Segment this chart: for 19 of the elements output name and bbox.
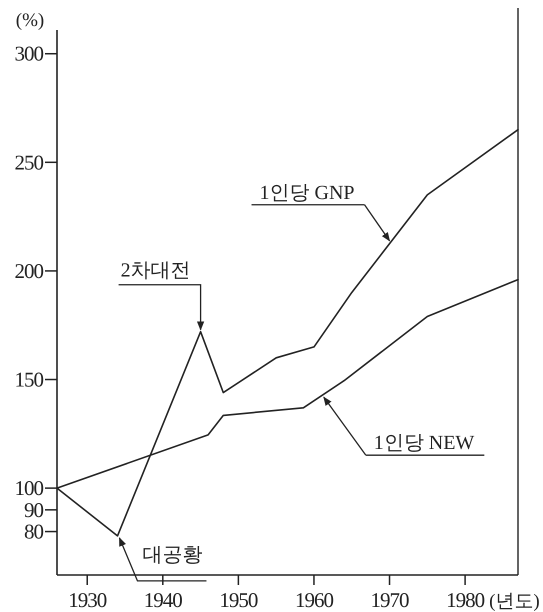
y-tick-label: 100 xyxy=(14,476,44,500)
annotation: 대공황 xyxy=(118,537,206,582)
x-axis-title: (년도) xyxy=(489,591,540,612)
annotation: 대공황 xyxy=(142,544,202,566)
y-tick-label: 90 xyxy=(24,498,44,522)
x-tick-label: 1950 xyxy=(219,588,258,612)
x-tick-label: 1960 xyxy=(294,588,334,612)
y-tick-label: 300 xyxy=(14,42,44,66)
x-tick-label: 1970 xyxy=(370,588,410,612)
x-tick-label: 1940 xyxy=(144,588,182,612)
y-tick-label: 200 xyxy=(14,258,44,283)
y-tick-label: 150 xyxy=(14,368,44,392)
y-tick-label: 250 xyxy=(14,150,44,174)
y-tick-label: 80 xyxy=(24,520,44,544)
x-tick-label: 1930 xyxy=(68,588,107,612)
x-tick-label: 1980 xyxy=(446,588,485,612)
annotation: 2차대전 xyxy=(120,260,191,282)
annotation: 2차대전 xyxy=(118,260,204,331)
y-axis-title: (%) xyxy=(16,10,44,31)
